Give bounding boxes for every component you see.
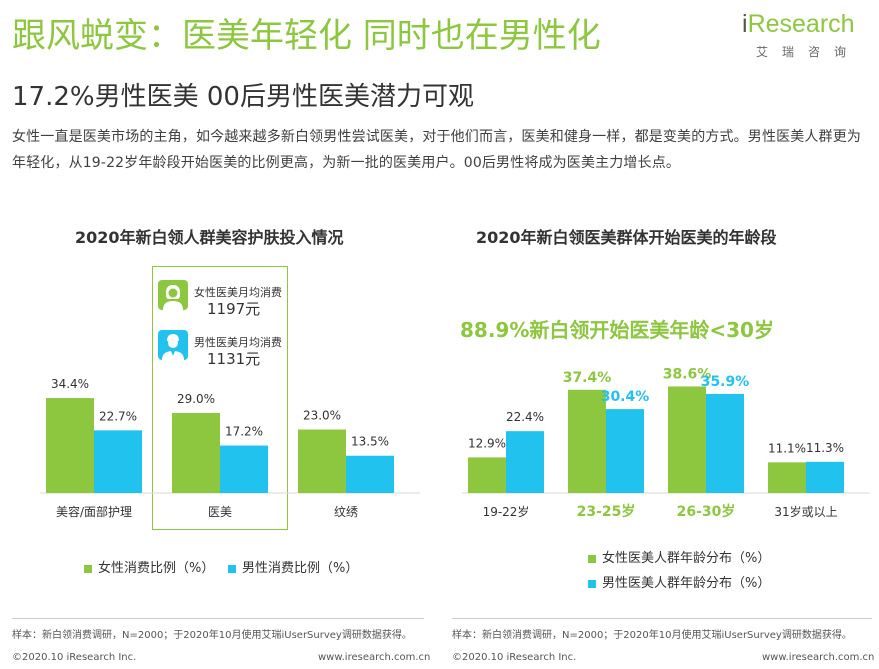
right-chart-headline: 88.9%新白领开始医美年龄<30岁	[460, 318, 774, 342]
male-person-icon	[158, 330, 188, 360]
legend-swatch-green	[588, 554, 596, 563]
legend-swatch-blue	[228, 564, 236, 573]
bar-female	[768, 462, 806, 493]
data-label-female: 11.1%	[768, 441, 806, 455]
category-label: 23-25岁	[577, 503, 636, 520]
sub-title: 17.2%男性医美 00后男性医美潜力可观	[12, 82, 474, 112]
logo-chinese-name: 艾瑞咨询	[756, 45, 861, 59]
bar-male	[506, 431, 544, 493]
website-right: www.iresearch.com.cn	[762, 652, 875, 663]
data-label-female: 34.4%	[51, 377, 89, 391]
medical-beauty-highlight-box	[152, 266, 288, 530]
data-label-male: 30.4%	[601, 389, 650, 405]
left-legend-male-text: 男性消费比例（%）	[242, 561, 359, 576]
male-spend-value: 1131元	[207, 350, 261, 368]
data-label-male: 22.7%	[99, 409, 137, 423]
main-title: 跟风蜕变：医美年轻化 同时也在男性化	[12, 16, 601, 56]
logo-i: i	[742, 10, 748, 38]
bar-male	[94, 430, 142, 493]
category-label: 31岁或以上	[774, 504, 837, 519]
legend-swatch-green	[84, 564, 92, 573]
bar-male	[346, 455, 394, 493]
data-label-male: 13.5%	[351, 435, 389, 449]
bar-male	[606, 409, 644, 493]
right-legend-male: 男性医美人群年龄分布（%）	[588, 572, 770, 591]
bar-female	[668, 386, 706, 493]
bar-female	[46, 398, 94, 493]
website-left: www.iresearch.com.cn	[318, 652, 431, 663]
footnote-divider-left	[12, 618, 424, 619]
category-label: 纹绣	[334, 505, 358, 519]
left-legend-female: 女性消费比例（%）	[84, 557, 214, 576]
bar-female	[298, 429, 346, 493]
bar-male	[706, 393, 744, 493]
data-label-female: 12.9%	[468, 436, 506, 450]
bar-female	[468, 457, 506, 493]
footnote-right: 样本：新白领消费调研，N=2000；于2020年10月使用艾瑞iUserSurv…	[452, 630, 852, 641]
left-legend-female-text: 女性消费比例（%）	[98, 561, 215, 576]
left-chart-title: 2020年新白领人群美容护肤投入情况	[75, 228, 344, 247]
data-label-male: 17.2%	[225, 425, 263, 439]
copyright-left: ©2020.10 iResearch Inc.	[12, 652, 137, 663]
bar-female	[172, 412, 220, 493]
data-label-female: 23.0%	[303, 409, 341, 423]
footnote-left: 样本：新白领消费调研，N=2000；于2020年10月使用艾瑞iUserSurv…	[12, 630, 412, 641]
logo-research: Research	[747, 10, 855, 38]
category-label: 19-22岁	[483, 504, 530, 519]
data-label-male: 11.3%	[806, 441, 844, 455]
left-legend-male: 男性消费比例（%）	[228, 557, 358, 576]
bar-female	[568, 389, 606, 493]
copyright-right: ©2020.10 iResearch Inc.	[452, 652, 577, 663]
category-label: 26-30岁	[677, 503, 736, 520]
footnote-divider-right	[452, 618, 872, 619]
logo-wordmark: iResearch	[742, 10, 855, 39]
female-person-icon	[158, 280, 188, 310]
female-spend-value: 1197元	[207, 300, 261, 318]
category-label: 美容/面部护理	[56, 504, 132, 519]
data-label-male: 35.9%	[701, 374, 750, 390]
data-label-female: 29.0%	[177, 392, 215, 406]
right-legend-female-text: 女性医美人群年龄分布（%）	[602, 551, 771, 566]
legend-swatch-blue	[588, 579, 596, 588]
description-paragraph: 女性一直是医美市场的主角，如今越来越多新白领男性尝试医美，对于他们而言，医美和健…	[12, 129, 861, 171]
data-label-female: 37.4%	[563, 370, 612, 386]
category-label: 医美	[208, 505, 232, 519]
iresearch-logo: iResearch 艾瑞咨询	[742, 10, 872, 66]
data-label-female: 38.6%	[663, 366, 712, 382]
right-legend-female: 女性医美人群年龄分布（%）	[588, 547, 770, 566]
male-spend-label: 男性医美月均消费	[194, 336, 282, 349]
right-legend-male-text: 男性医美人群年龄分布（%）	[602, 576, 771, 591]
data-label-male: 22.4%	[506, 410, 544, 424]
right-chart-title: 2020年新白领医美群体开始医美的年龄段	[476, 228, 777, 247]
bar-male	[220, 445, 268, 493]
female-spend-label: 女性医美月均消费	[194, 286, 282, 299]
bar-male	[806, 461, 844, 493]
